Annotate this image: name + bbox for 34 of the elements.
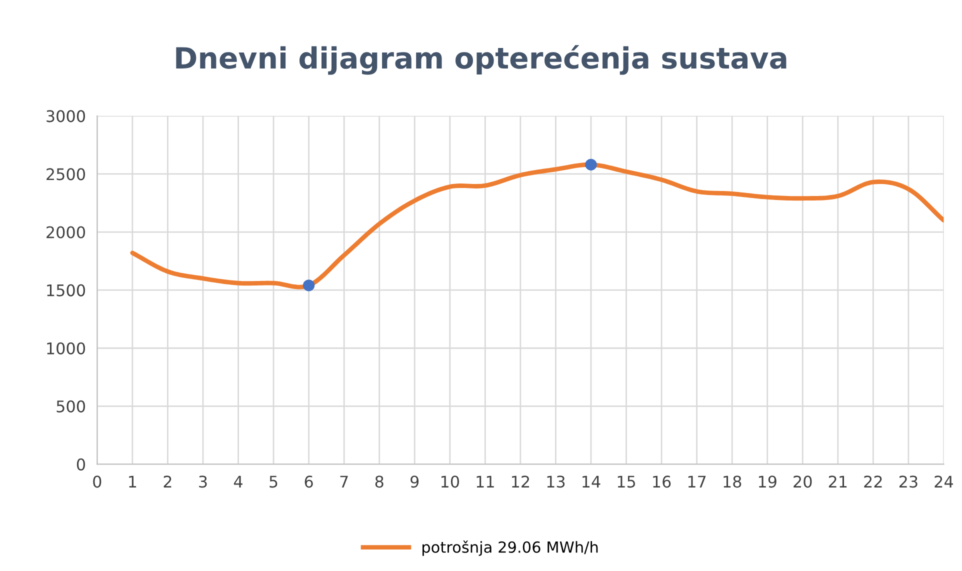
x-tick-label: 9 xyxy=(410,476,419,488)
chart-title: Dnevni dijagram opterećenja sustava xyxy=(176,45,786,75)
x-tick-label: 3 xyxy=(199,476,207,488)
x-tick-label: 4 xyxy=(234,476,242,488)
y-tick-label: 1000 xyxy=(47,342,85,354)
x-tick-label: 18 xyxy=(724,476,742,488)
x-tick-label: 23 xyxy=(899,476,918,488)
x-tick-label: 11 xyxy=(476,476,494,488)
y-tick-label: 1500 xyxy=(47,284,85,296)
x-tick-label: 8 xyxy=(375,476,384,488)
x-tick-label: 17 xyxy=(688,476,706,488)
x-tick-label: 19 xyxy=(758,476,776,488)
y-tick-label: 2000 xyxy=(46,226,85,238)
legend-label: potrošnja 29.06 MWh/h xyxy=(422,540,598,556)
x-tick-label: 22 xyxy=(864,476,882,488)
x-tick-label: 12 xyxy=(512,476,530,488)
x-tick-label: 21 xyxy=(828,476,847,488)
x-tick-label: 5 xyxy=(270,476,278,488)
y-tick-label: 500 xyxy=(56,400,85,412)
x-tick-label: 7 xyxy=(340,476,348,488)
x-tick-label: 6 xyxy=(304,476,313,488)
x-tick-label: 20 xyxy=(794,476,812,488)
x-tick-label: 14 xyxy=(582,476,600,488)
y-tick-label: 2500 xyxy=(46,168,85,180)
y-tick-label: 3000 xyxy=(46,110,85,122)
x-tick-label: 13 xyxy=(547,476,565,488)
x-tick-label: 2 xyxy=(164,476,172,488)
x-tick-label: 10 xyxy=(441,476,459,488)
y-tick-label: 0 xyxy=(76,458,85,471)
x-tick-label: 24 xyxy=(934,476,953,488)
x-tick-label: 15 xyxy=(618,476,636,488)
x-tick-label: 1 xyxy=(129,476,136,488)
x-tick-label: 16 xyxy=(653,476,671,488)
x-tick-label: 0 xyxy=(93,476,102,488)
